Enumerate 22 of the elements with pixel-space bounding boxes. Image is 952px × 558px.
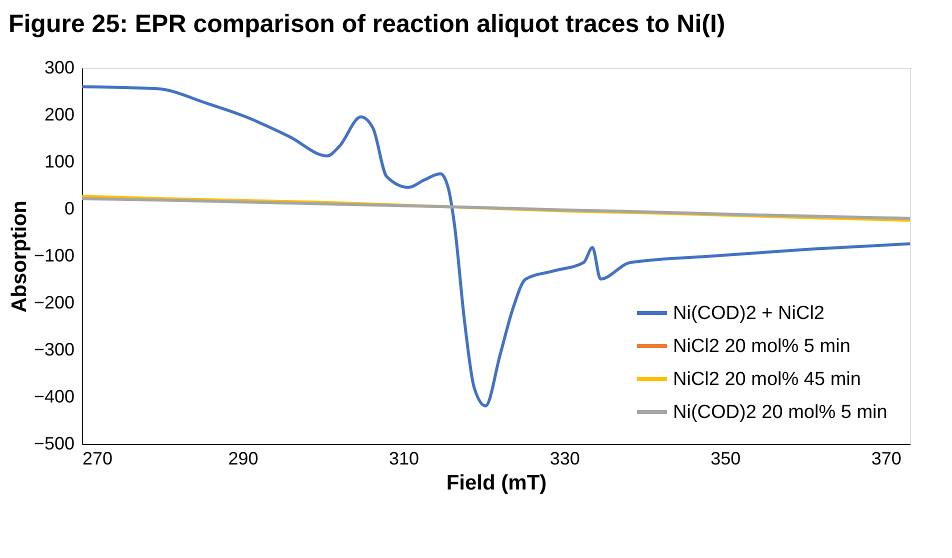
y-tick-label: −500 [34,434,74,454]
legend-label: NiCl2 20 mol% 45 min [673,369,861,390]
x-axis-title: Field (mT) [446,472,547,494]
y-tick-label: −100 [34,246,74,266]
x-tick-label: 330 [550,448,580,468]
legend-label: Ni(COD)2 20 mol% 5 min [673,402,888,423]
y-tick-label: 100 [44,152,74,172]
y-tick-label: −300 [34,340,74,360]
chart-title: Figure 25: EPR comparison of reaction aliquot traces to Ni(I) [8,10,726,38]
y-tick-label: −400 [34,386,74,406]
y-tick-label: 300 [44,58,74,78]
legend-label: NiCl2 20 mol% 5 min [673,336,850,357]
y-tick-label: 0 [64,198,74,218]
y-axis-title: Absorption [8,200,31,312]
legend-label: Ni(COD)2 + NiCl2 [673,303,824,324]
x-tick-label: 310 [389,448,420,468]
x-tick-label: 370 [871,448,902,468]
y-tick-label: 200 [44,104,74,124]
y-tick-label: −200 [34,292,74,312]
x-tick-label: 350 [710,448,741,468]
x-tick-label: 290 [228,448,258,468]
x-tick-label: 270 [82,448,113,468]
